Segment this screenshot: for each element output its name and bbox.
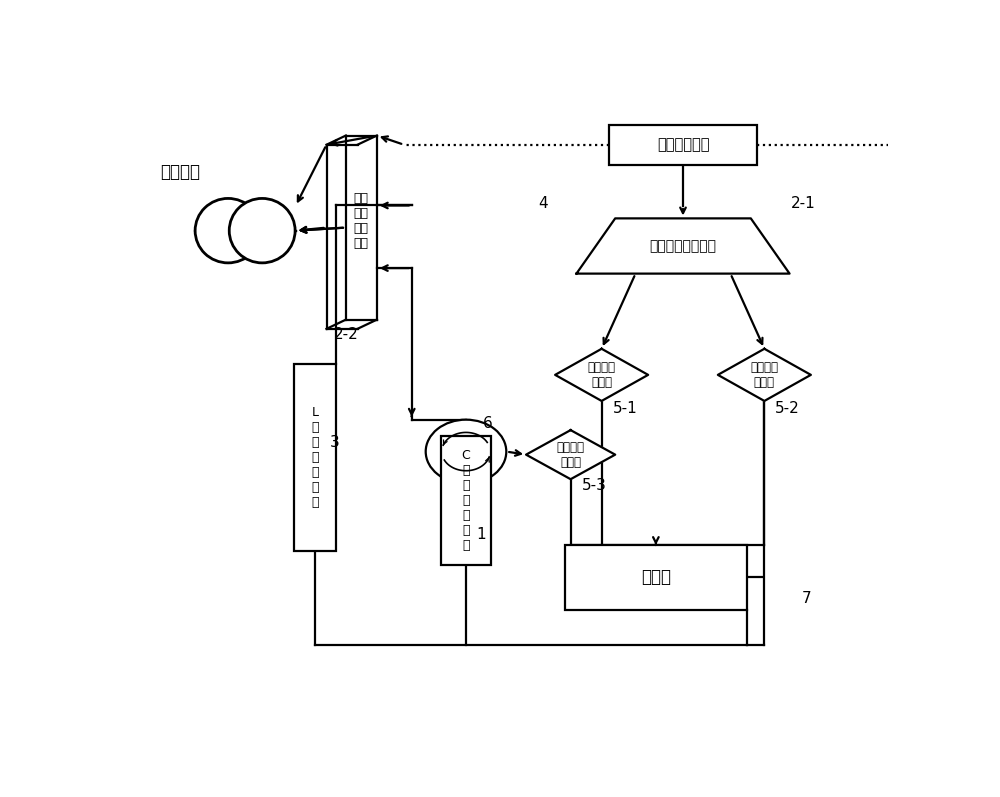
Text: 信号光分光器: 信号光分光器 [657,137,709,152]
Text: 第三光电
探测器: 第三光电 探测器 [557,441,585,469]
Ellipse shape [229,198,295,263]
Text: 2-2: 2-2 [334,328,358,343]
Ellipse shape [195,198,261,263]
Text: L
波
段
拉
曼
泵
浦: L 波 段 拉 曼 泵 浦 [311,406,319,509]
Bar [441,436,491,565]
Polygon shape [576,218,790,273]
Text: 1: 1 [477,527,486,542]
Text: 6: 6 [483,417,493,431]
Text: 4: 4 [539,195,548,210]
Text: 第二
光波
分复
用器: 第二 光波 分复 用器 [354,192,369,250]
Text: 第一光电
探测器: 第一光电 探测器 [588,361,616,389]
Bar [294,364,336,552]
Text: 5-3: 5-3 [581,478,606,493]
Text: 2-1: 2-1 [791,195,816,210]
Text: C
波
段
拉
曼
泵
浦: C 波 段 拉 曼 泵 浦 [462,450,470,552]
Text: 第一光波分复用器: 第一光波分复用器 [650,239,716,253]
Text: 处理器: 处理器 [641,568,671,587]
Text: 5-1: 5-1 [612,401,637,416]
Bar [565,545,747,610]
Circle shape [426,420,506,484]
Text: 3: 3 [329,435,339,450]
Polygon shape [555,349,648,401]
Polygon shape [718,349,811,401]
Bar [609,125,757,165]
Text: 传输光纤: 传输光纤 [160,163,200,182]
Text: 第二光电
探测器: 第二光电 探测器 [750,361,778,389]
Text: 7: 7 [802,591,812,607]
Text: 5-2: 5-2 [775,401,800,416]
Polygon shape [526,430,615,479]
